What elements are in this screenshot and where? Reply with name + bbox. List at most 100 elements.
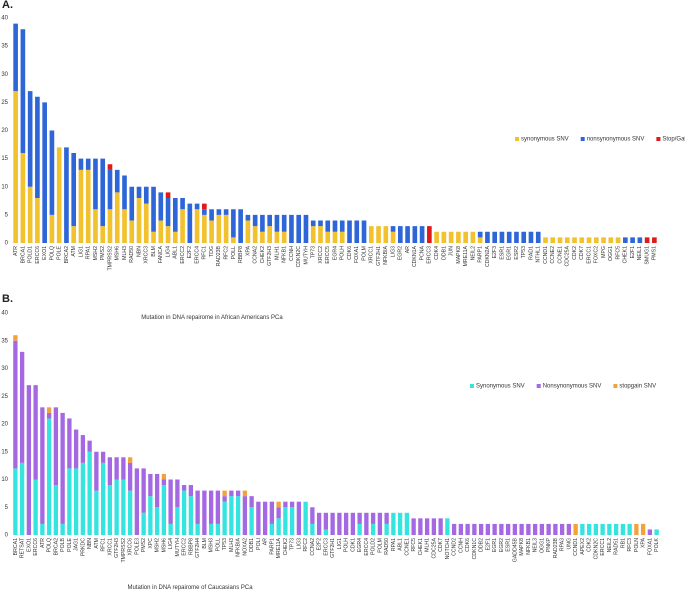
legend-swatch — [515, 137, 519, 141]
bar-segment — [600, 523, 605, 535]
x-tick-label: EGR1 — [492, 538, 498, 552]
bar-segment — [512, 523, 518, 535]
bar-segment — [383, 226, 389, 243]
bar-segment — [418, 518, 423, 535]
x-tick-label: RFC5 — [615, 246, 621, 260]
x-tick-label: NFKBIA — [383, 245, 389, 264]
x-tick-label: AR — [405, 246, 411, 253]
bar-segment — [175, 507, 180, 535]
bar-segment — [269, 523, 275, 535]
x-tick-label: CDK6 — [465, 538, 471, 552]
x-tick-label: GTF2H1 — [330, 538, 336, 558]
x-tick-label: APEX2 — [580, 538, 586, 555]
x-tick-label: GTF2H4 — [195, 538, 201, 558]
bar-segment — [357, 523, 362, 535]
x-tick-label: NOXA2 — [242, 538, 248, 556]
x-tick-label: ERCC5 — [325, 246, 331, 264]
bar-segment — [357, 512, 362, 524]
x-tick-label: NEIL2 — [607, 538, 613, 553]
x-tick-label: DDB2 — [479, 538, 485, 552]
x-tick-label: TMPRSS2 — [121, 538, 127, 563]
bar-segment — [623, 237, 628, 243]
bar-segment — [339, 220, 345, 232]
x-tick-label: CCNH — [458, 538, 464, 553]
bar-segment — [361, 220, 367, 243]
bar-segment — [222, 501, 227, 535]
bar-segment — [208, 490, 214, 524]
bar-segment — [215, 490, 221, 524]
bar-segment — [107, 209, 113, 243]
bar-segment — [223, 214, 229, 243]
bar-segment — [613, 523, 619, 535]
x-tick-label: BLM — [202, 538, 208, 549]
x-tick-label: TDG — [209, 246, 215, 257]
bar-segment — [391, 512, 396, 535]
x-tick-label: CDK7 — [438, 538, 444, 552]
x-tick-label: XRCC1 — [107, 538, 113, 556]
bar-segment — [136, 186, 142, 198]
y-tick-label: 25 — [1, 394, 8, 400]
bar-segment — [161, 473, 167, 480]
x-tick-label: MPG — [601, 246, 607, 258]
bar-segment — [390, 226, 396, 232]
x-tick-label: CDC25A — [431, 537, 437, 558]
bar-segment — [451, 523, 457, 535]
bar-segment — [627, 523, 632, 535]
bar-segment — [252, 214, 258, 227]
bar-segment — [640, 523, 646, 535]
x-tick-label: NEIL1 — [637, 246, 643, 261]
x-tick-label: FOXA1 — [647, 538, 653, 555]
x-tick-label: POLL — [231, 246, 237, 259]
bar-segment — [231, 237, 236, 243]
bar-segment — [80, 435, 86, 463]
x-tick-label: MAPK8 — [519, 538, 525, 556]
bar-segment — [485, 231, 490, 243]
y-tick-label: 10 — [1, 477, 8, 483]
bar-segment — [441, 231, 447, 243]
bar-segment — [194, 203, 200, 210]
bar-segment — [438, 518, 443, 535]
x-tick-label: POLM — [377, 538, 383, 553]
bar-segment — [397, 512, 403, 535]
x-tick-label: DDB1 — [249, 538, 255, 552]
bar-segment — [260, 214, 265, 232]
x-tick-label: CDKN2C — [296, 246, 302, 268]
legend-swatch — [580, 137, 585, 141]
y-tick-label: 10 — [1, 184, 8, 190]
bar-segment — [579, 237, 585, 243]
bar-segment — [249, 507, 254, 535]
bar-segment — [151, 186, 156, 232]
bar-segment — [456, 231, 461, 243]
bar-segment — [93, 209, 98, 243]
bar-segment — [289, 501, 295, 508]
panel-label: A. — [2, 0, 13, 11]
bar-segment — [458, 523, 464, 535]
x-tick-label: NBN — [136, 246, 142, 257]
y-tick-label: 40 — [1, 311, 8, 317]
bar-segment — [127, 490, 133, 535]
x-tick-label: NFKBIA — [236, 537, 242, 556]
bar-segment — [424, 518, 430, 535]
x-tick-label: ESR1 — [506, 538, 512, 552]
bar-segment — [532, 523, 538, 535]
bar-segment — [580, 523, 585, 535]
bar-segment — [87, 440, 92, 452]
x-tick-label: JUN — [449, 246, 455, 256]
x-tick-label: POLD2 — [371, 538, 377, 555]
bar-segment — [318, 226, 323, 243]
y-tick-label: 15 — [1, 156, 8, 162]
bar-segment — [165, 192, 171, 198]
bar-segment — [42, 102, 47, 243]
x-tick-label: RPA3 — [560, 538, 566, 551]
bar-segment — [521, 231, 527, 243]
y-tick-label: 40 — [1, 16, 8, 22]
bar-segment — [19, 351, 25, 463]
bar-segment — [445, 518, 450, 535]
x-tick-label: BRCA1 — [20, 246, 26, 263]
bar-segment — [615, 237, 621, 243]
x-tick-label: E2F2 — [317, 538, 323, 551]
panel-label: B. — [2, 293, 13, 305]
bar-segment — [296, 501, 302, 535]
y-tick-label: 5 — [5, 505, 9, 511]
bar-segment — [165, 198, 171, 227]
